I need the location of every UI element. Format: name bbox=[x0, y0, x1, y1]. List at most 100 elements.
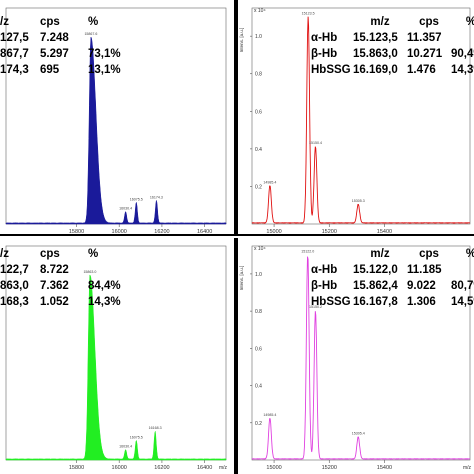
peak-table-header-cell: /z bbox=[0, 248, 9, 260]
x-unit-label: m/z bbox=[219, 465, 228, 471]
x-tick-label: 15200 bbox=[322, 229, 337, 235]
peak-table-bottom-left: /z cps% 122,7 8.722 863,0 7.362 84,4% 168,3 1.05… bbox=[0, 246, 130, 310]
peak-table-header-cell: cps bbox=[419, 16, 439, 28]
peak-label: 15122.0 bbox=[301, 249, 314, 253]
peak-table-header-cell: m/z bbox=[370, 16, 390, 28]
y-tick-label: 0.8 bbox=[255, 309, 262, 315]
plot-frame bbox=[251, 245, 471, 461]
peak-table-cell: 1.306 bbox=[407, 296, 436, 308]
y-axis-label: Intens. [a.u.] bbox=[239, 266, 244, 291]
peak-table-header: /z cps% bbox=[0, 246, 130, 262]
peak-table-cell: 10.271 bbox=[407, 48, 443, 60]
y-tick-label: 0.4 bbox=[255, 147, 262, 153]
peak-table-cell: 9.022 bbox=[407, 280, 436, 292]
peak-label: 15305.3 bbox=[352, 199, 365, 203]
peak-table-cell bbox=[451, 30, 474, 46]
peak-label: 16075.5 bbox=[130, 197, 143, 201]
peak-table-bottom-right: m/z cps% α-Hb 15.122,0 11.185 β-Hb 15.862,4 9.0… bbox=[311, 246, 474, 310]
y-tick-label: 0.2 bbox=[255, 184, 262, 190]
spectrum-plot-bottom-left: 15800 16000 16200 16400 m/z 15863.0 16030.4 160… bbox=[5, 245, 228, 471]
peak-table-cell: 15.123,5 bbox=[353, 32, 398, 44]
peak-table-row: β-Hb 15.862,4 9.022 80,7% bbox=[311, 278, 474, 294]
peak-table-cell: 11.357 bbox=[407, 32, 442, 44]
peak-label: 15150.2 bbox=[309, 305, 322, 309]
x-tick-label: 16000 bbox=[112, 229, 127, 235]
peak-table-cell: 84,4% bbox=[88, 280, 121, 292]
spectrum-trace bbox=[251, 16, 470, 224]
peak-label: 16030.4 bbox=[119, 207, 132, 211]
peak-table-cell: 1.476 bbox=[407, 64, 436, 76]
peak-label: 16174.3 bbox=[150, 195, 163, 199]
peak-table-header: /z cps% bbox=[0, 14, 130, 30]
peak-table-cell: 127,5 bbox=[0, 32, 29, 44]
peak-table-header: m/z cps% bbox=[311, 14, 474, 30]
peak-table-row: β-Hb 15.863,0 10.271 90,4% bbox=[311, 46, 474, 62]
spectrum-panel-bottom-left: 15800 16000 16200 16400 m/z 15863.0 16030.4 160… bbox=[0, 238, 236, 474]
peak-table-header-cell: /z bbox=[0, 16, 9, 28]
peak-label: 16030.4 bbox=[119, 445, 132, 449]
peak-table-cell: 168,3 bbox=[0, 296, 29, 308]
y-axis-label: Intens. [a.u.] bbox=[239, 28, 244, 53]
peak-table-header-cell: cps bbox=[419, 248, 439, 260]
peak-table-cell: 14,3% bbox=[88, 296, 121, 308]
peak-table-header-cell: % bbox=[88, 16, 99, 28]
peak-table-cell: 16.169,0 bbox=[353, 64, 398, 76]
peak-table-cell: 14,5% bbox=[451, 296, 474, 308]
peak-label: 15863.0 bbox=[83, 270, 96, 274]
peak-table-row: 174,3 695 13,1% bbox=[0, 62, 130, 78]
spectrum-plot-bottom-right: 15000 15200 15400 m/z 0.2 0.4 0.6 0.8 1.0 x 10⁴ In… bbox=[239, 245, 472, 471]
peak-label: 14985.4 bbox=[263, 180, 276, 184]
peak-table-cell: HbSSG bbox=[311, 296, 351, 308]
peak-table-row: α-Hb 15.122,0 11.185 bbox=[311, 262, 474, 278]
y-tick-label: 0.4 bbox=[255, 384, 262, 390]
peak-label: 15150.4 bbox=[309, 141, 322, 145]
peak-table-cell: 15.862,4 bbox=[353, 280, 398, 292]
peak-table-header-cell: % bbox=[451, 14, 474, 30]
peak-label: 14985.4 bbox=[263, 413, 276, 417]
peak-table-row: 127,5 7.248 bbox=[0, 30, 130, 46]
peak-table-header-cell bbox=[311, 14, 353, 30]
x-unit-label: m/z bbox=[463, 465, 472, 471]
y-exponent-label: x 10⁴ bbox=[254, 246, 266, 252]
x-tick-label: 15400 bbox=[377, 465, 392, 471]
peak-table-cell: HbSSG bbox=[311, 64, 351, 76]
peak-table-row: 122,7 8.722 bbox=[0, 262, 130, 278]
y-tick-label: 0.2 bbox=[255, 421, 262, 427]
peak-label: 16168.3 bbox=[149, 426, 162, 430]
peak-table-cell: 15.122,0 bbox=[353, 264, 398, 276]
y-tick-label: 0.6 bbox=[255, 109, 262, 115]
peak-table-cell: 14,3% bbox=[451, 64, 474, 76]
peak-table-cell: 7.362 bbox=[40, 280, 69, 292]
x-tick-label: 15800 bbox=[69, 229, 84, 235]
peak-table-cell: 695 bbox=[40, 64, 60, 76]
peak-table-cell: 5.297 bbox=[40, 48, 69, 60]
x-tick-label: 16200 bbox=[154, 229, 169, 235]
y-tick-label: 1.0 bbox=[255, 272, 262, 278]
spectrum-panel-top-left: 15800 16000 16200 16400 15867.6 16030.4 16075.… bbox=[0, 0, 236, 236]
peak-table-cell: 8.722 bbox=[40, 264, 69, 276]
peak-table-row: 863,0 7.362 84,4% bbox=[0, 278, 130, 294]
peak-table-cell bbox=[88, 262, 130, 278]
plot-frame bbox=[251, 7, 471, 225]
peak-table-cell: 80,7% bbox=[451, 280, 474, 292]
y-exponent-label: x 10⁴ bbox=[254, 8, 266, 14]
spectrum-trace bbox=[5, 274, 227, 461]
x-tick-label: 15000 bbox=[266, 465, 281, 471]
peak-table-cell: 15.863,0 bbox=[353, 48, 398, 60]
peak-table-top-left: /z cps% 127,5 7.248 867,7 5.297 73,1% 174,3 695 1… bbox=[0, 14, 130, 78]
peak-table-header-cell: m/z bbox=[370, 248, 390, 260]
peak-table-cell: β-Hb bbox=[311, 48, 338, 60]
peak-table-cell: 867,7 bbox=[0, 48, 29, 60]
y-tick-label: 0.6 bbox=[255, 346, 262, 352]
peak-table-header: m/z cps% bbox=[311, 246, 474, 262]
peak-table-row: α-Hb 15.123,5 11.357 bbox=[311, 30, 474, 46]
peak-table-cell: 122,7 bbox=[0, 264, 29, 276]
peak-table-cell: 7.248 bbox=[40, 32, 69, 44]
peak-table-cell: α-Hb bbox=[311, 264, 338, 276]
x-tick-label: 15400 bbox=[377, 229, 392, 235]
spectrum-panel-top-right: 15000 15200 15400 0.2 0.4 0.6 0.8 1.0 x 10⁴ Inten… bbox=[236, 0, 474, 236]
peak-table-cell: 16.167,8 bbox=[353, 296, 398, 308]
spectrum-trace bbox=[5, 36, 227, 225]
peak-table-cell: α-Hb bbox=[311, 32, 338, 44]
